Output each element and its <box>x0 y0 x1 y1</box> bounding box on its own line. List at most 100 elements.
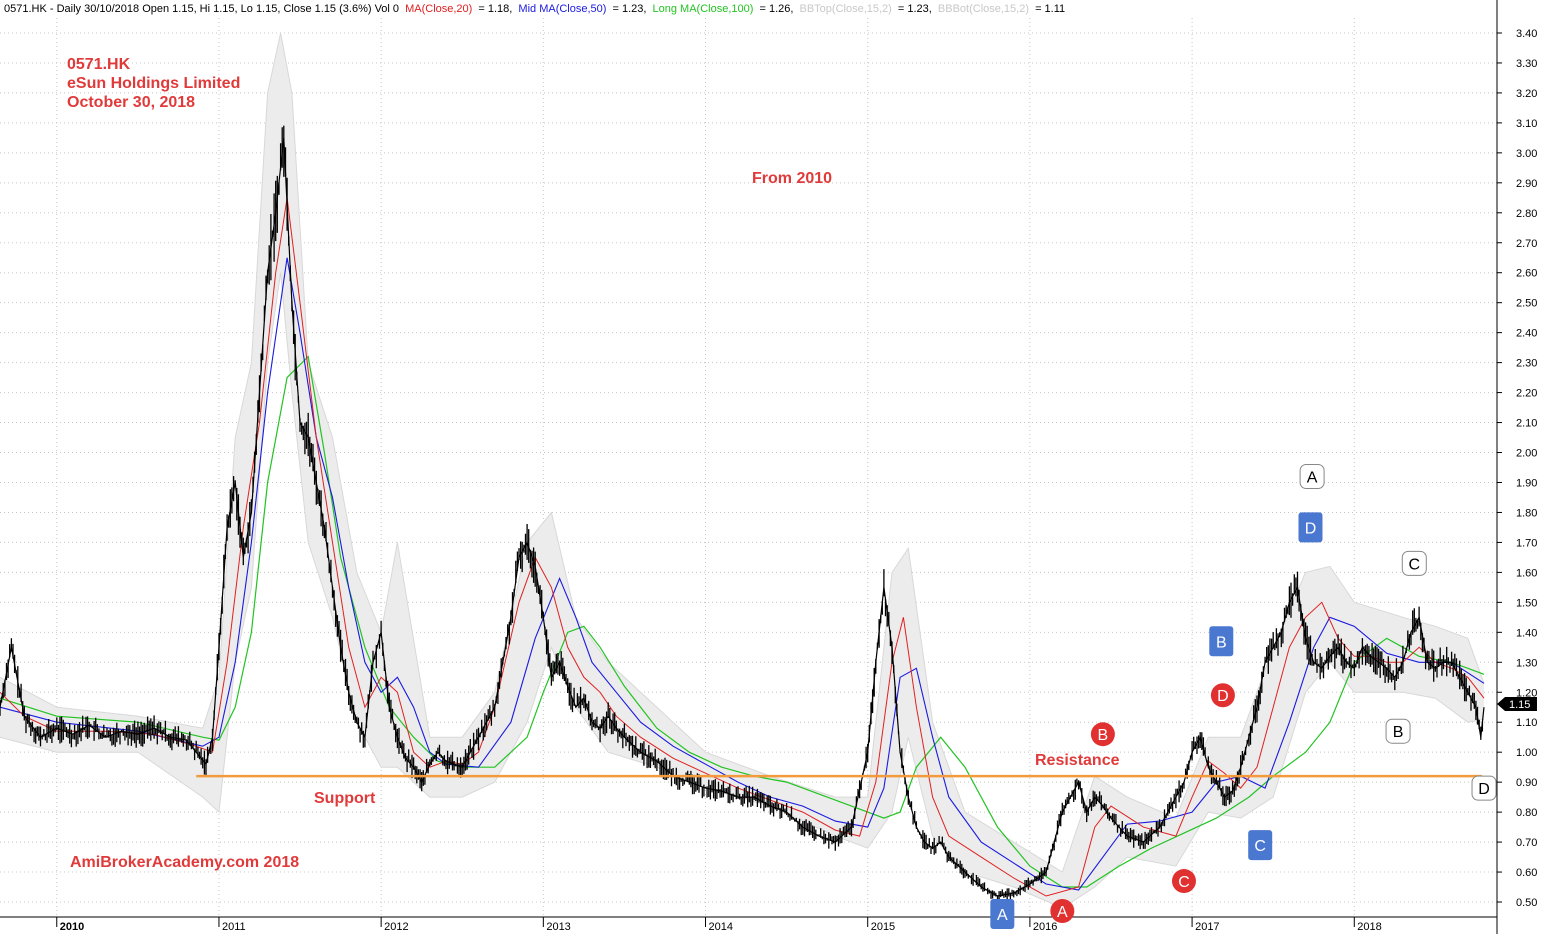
marker-layer: A D B D C B D B C C A A <box>990 463 1497 930</box>
watermark-label: AmiBrokerAcademy.com 2018 <box>70 854 299 871</box>
y-tick-label: 2.80 <box>1516 208 1537 220</box>
y-tick-label: 1.70 <box>1516 537 1537 549</box>
chart-header: 0571.HK - Daily 30/10/2018 Open 1.15, Hi… <box>4 3 1065 15</box>
y-tick-label: 2.70 <box>1516 238 1537 250</box>
title-ticker: 0571.HK <box>67 56 131 73</box>
y-tick-label: 3.30 <box>1516 58 1537 70</box>
wave-marker-white-b: B <box>1385 718 1411 744</box>
last-price-tag: 1.15 <box>1497 697 1537 711</box>
y-tick-label: 1.00 <box>1516 747 1537 759</box>
header-bbtop-label: BBTop(Close,15,2) <box>800 3 892 15</box>
x-tick-label: 2017 <box>1195 921 1219 933</box>
support-label: Support <box>314 790 376 807</box>
y-tick-label: 2.10 <box>1516 418 1537 430</box>
y-tick-label: 2.40 <box>1516 328 1537 340</box>
marker-shape <box>1090 722 1115 747</box>
x-tick-label: 2010 <box>60 921 84 933</box>
x-tick-label: 2016 <box>1033 921 1057 933</box>
header-bbbot-label: BBBot(Close,15,2) <box>938 3 1029 15</box>
x-tick-label: 2013 <box>546 921 570 933</box>
marker-label: B <box>1098 727 1109 744</box>
y-tick-label: 0.90 <box>1516 777 1537 789</box>
y-tick-label: 0.70 <box>1516 837 1537 849</box>
wave-marker-red-a: A <box>1050 899 1075 924</box>
x-tick-label: 2014 <box>709 921 733 933</box>
y-tick-label: 1.10 <box>1516 717 1537 729</box>
header-ma100-value: = 1.26, <box>759 3 793 15</box>
wave-marker-red-c: C <box>1171 869 1196 894</box>
price-layer <box>0 125 1485 902</box>
marker-label: A <box>1057 904 1068 921</box>
y-tick-label: 1.20 <box>1516 687 1537 699</box>
wave-marker-blue-a: A <box>990 899 1015 930</box>
title-date: October 30, 2018 <box>67 94 195 111</box>
grid-layer <box>0 18 1497 917</box>
y-tick-label: 0.80 <box>1516 807 1537 819</box>
wave-marker-red-b: B <box>1090 722 1115 747</box>
x-tick-label: 2011 <box>222 921 246 933</box>
price-close-line <box>0 137 1485 897</box>
resistance-label: Resistance <box>1035 752 1120 769</box>
x-tick-label: 2018 <box>1357 921 1381 933</box>
y-tick-label: 2.00 <box>1516 448 1537 460</box>
y-tick-label: 1.60 <box>1516 567 1537 579</box>
marker-shape <box>1210 683 1235 708</box>
marker-shape <box>1385 718 1411 744</box>
marker-label: D <box>1305 520 1317 537</box>
y-tick-label: 2.20 <box>1516 388 1537 400</box>
y-tick-label: 3.10 <box>1516 118 1537 130</box>
marker-shape <box>990 899 1015 930</box>
header-prefix: 0571.HK - Daily 30/10/2018 Open 1.15, Hi… <box>4 3 399 15</box>
marker-label: D <box>1478 781 1490 798</box>
y-tick-label: 1.30 <box>1516 657 1537 669</box>
y-tick-label: 2.60 <box>1516 268 1537 280</box>
x-tick-label: 2015 <box>871 921 895 933</box>
bollinger-top-line <box>0 32 1485 873</box>
marker-label: C <box>1254 838 1266 855</box>
y-tick-label: 2.30 <box>1516 358 1537 370</box>
marker-shape <box>1401 550 1427 576</box>
wave-marker-white-c: C <box>1401 550 1427 576</box>
header-bbbot-value: = 1.11 <box>1035 3 1065 15</box>
marker-shape <box>1471 775 1497 801</box>
last-price-value: 1.15 <box>1509 699 1530 711</box>
bollinger-bottom-line <box>0 272 1485 909</box>
ma50-line <box>0 257 1485 891</box>
y-tick-label: 0.60 <box>1516 867 1537 879</box>
header-ma20-value: = 1.18, <box>478 3 512 15</box>
marker-label: A <box>997 907 1008 924</box>
y-tick-label: 1.90 <box>1516 477 1537 489</box>
y-tick-label: 1.40 <box>1516 627 1537 639</box>
title-company: eSun Holdings Limited <box>67 75 240 92</box>
y-tick-label: 3.40 <box>1516 28 1537 40</box>
wave-marker-white-d: D <box>1471 775 1497 801</box>
y-tick-label: 0.50 <box>1516 897 1537 909</box>
wave-marker-blue-d: D <box>1298 512 1323 543</box>
y-tick-label: 2.50 <box>1516 298 1537 310</box>
wave-marker-blue-b: B <box>1209 626 1234 657</box>
marker-label: C <box>1409 556 1421 573</box>
marker-label: B <box>1393 724 1404 741</box>
y-tick-label: 3.00 <box>1516 148 1537 160</box>
marker-shape <box>1050 899 1075 924</box>
header-bbtop-value: = 1.23, <box>898 3 932 15</box>
marker-shape <box>1209 626 1234 657</box>
marker-label: A <box>1307 469 1318 486</box>
from-label: From 2010 <box>752 170 832 187</box>
header-ma20-label: MA(Close,20) <box>405 3 472 15</box>
y-tick-label: 1.80 <box>1516 507 1537 519</box>
marker-shape <box>1298 512 1323 543</box>
header-ma50-value: = 1.23, <box>613 3 647 15</box>
marker-label: B <box>1216 634 1227 651</box>
marker-shape <box>1171 869 1196 894</box>
x-tick-label: 2012 <box>384 921 408 933</box>
marker-shape <box>1299 463 1325 489</box>
y-tick-label: 3.20 <box>1516 88 1537 100</box>
y-tick-label: 1.50 <box>1516 597 1537 609</box>
marker-shape <box>1248 830 1273 861</box>
wave-marker-white-a: A <box>1299 463 1325 489</box>
header-ma100-label: Long MA(Close,100) <box>653 3 754 15</box>
